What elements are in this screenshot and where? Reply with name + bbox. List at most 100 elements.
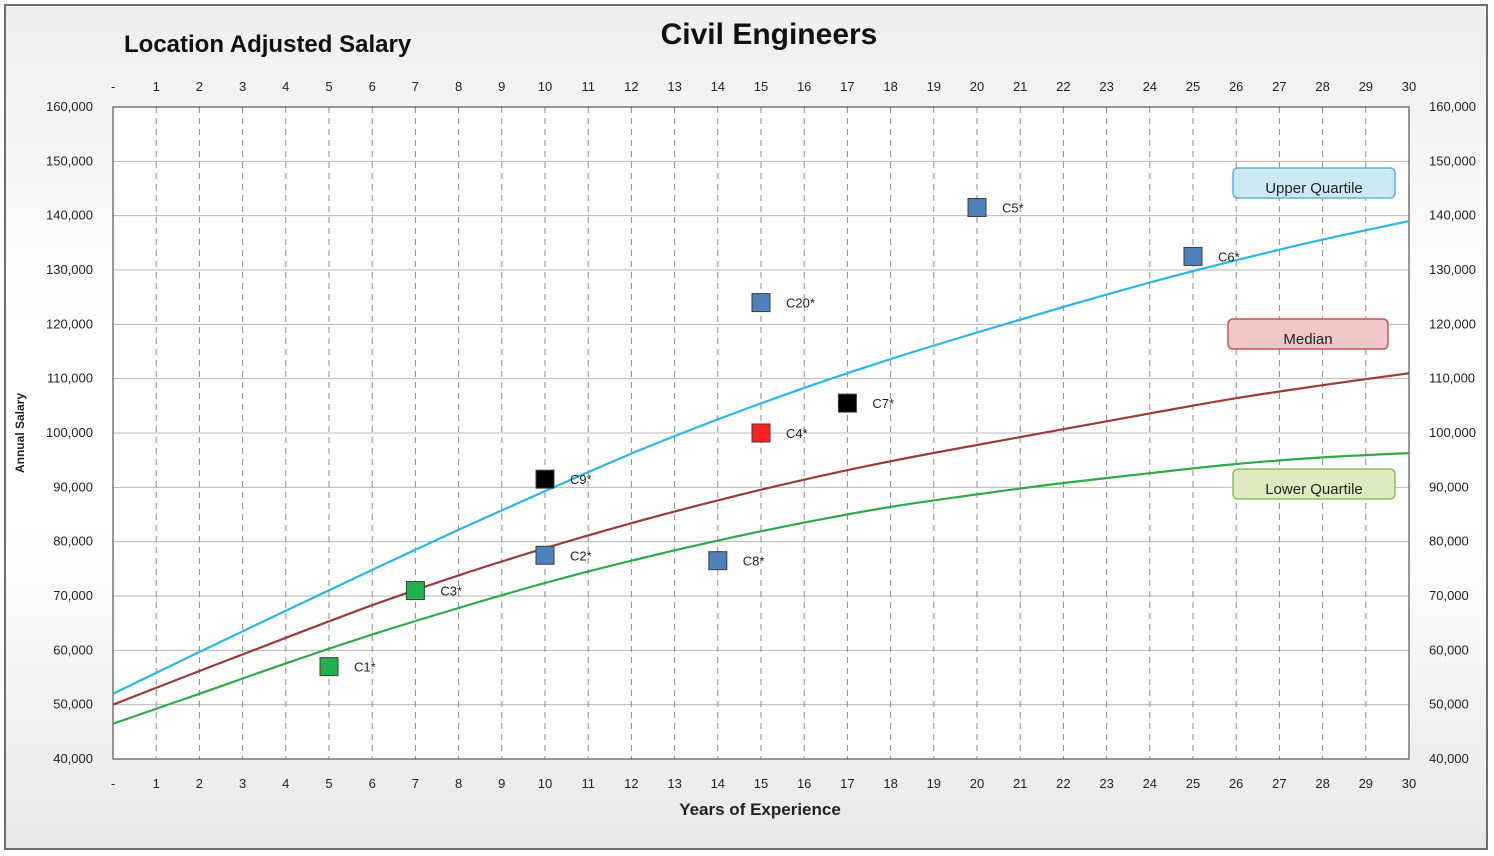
x-tick-label-bottom: 1 [153,776,160,791]
x-tick-label-top: 4 [282,79,289,94]
y-tick-label-right: 60,000 [1429,642,1469,657]
x-tick-label-top: 1 [153,79,160,94]
data-point-c8: C8* [708,551,765,571]
data-point-c7: C7* [837,393,894,413]
x-tick-label-bottom: 6 [369,776,376,791]
x-tick-label-top: 22 [1056,79,1070,94]
x-tick-label-top: 24 [1143,79,1157,94]
x-tick-label-bottom: 7 [412,776,419,791]
y-tick-label-left: 80,000 [53,534,93,549]
x-tick-label-bottom: 12 [624,776,638,791]
x-tick-label-top: 16 [797,79,811,94]
x-tick-label-top: 6 [369,79,376,94]
x-tick-label-top: 9 [498,79,505,94]
x-tick-label-bottom: 5 [325,776,332,791]
x-tick-label-top: 19 [927,79,941,94]
point-marker [967,198,987,218]
y-tick-label-right: 140,000 [1429,208,1476,223]
x-tick-label-top: 15 [754,79,768,94]
x-tick-label-bottom: 10 [538,776,552,791]
x-tick-label-top: 11 [581,79,595,94]
y-tick-label-left: 130,000 [46,262,93,277]
y-tick-label-right: 110,000 [1429,371,1475,386]
series-lines [112,220,1410,725]
point-label: C8* [743,554,765,569]
x-tick-label-bottom: 29 [1359,776,1373,791]
point-label: C7* [872,396,894,411]
chart-title: Civil Engineers [660,18,878,51]
legend-item-lower-quartile: Lower Quartile [1232,468,1396,500]
point-label: C3* [440,584,462,599]
y-tick-label-right: 80,000 [1429,534,1469,549]
point-marker [1183,246,1203,266]
y-tick-label-right: 70,000 [1429,588,1469,603]
x-tick-label-bottom: 3 [239,776,246,791]
x-tick-label-bottom: 4 [282,776,289,791]
series-line-median [112,372,1410,706]
x-tick-label-bottom: 18 [883,776,897,791]
x-tick-label-bottom: 9 [498,776,505,791]
point-marker [535,545,555,565]
x-tick-label-top: 10 [538,79,552,94]
x-tick-label-bottom: 19 [927,776,941,791]
x-tick-label-top: 17 [840,79,854,94]
chart-subtitle: Location Adjusted Salary [124,31,412,58]
legend-item-median: Median [1227,318,1389,350]
y-tick-label-left: 120,000 [46,316,93,331]
x-tick-label-top: 30 [1402,79,1416,94]
x-tick-label-bottom: 20 [970,776,984,791]
y-tick-label-left: 140,000 [46,208,93,223]
x-tick-label-bottom: 16 [797,776,811,791]
plot-border [112,106,1410,760]
x-tick-label-top: 26 [1229,79,1243,94]
x-tick-label-bottom: - [111,776,115,791]
series-line-lower-quartile [112,452,1410,725]
point-label: C6* [1218,249,1240,264]
point-label: C2* [570,548,592,563]
y-tick-label-right: 130,000 [1429,262,1476,277]
x-tick-label-top: 21 [1013,79,1027,94]
y-tick-label-right: 160,000 [1429,99,1476,114]
point-label: C5* [1002,201,1024,216]
y-tick-label-left: 60,000 [53,642,93,657]
data-point-c6: C6* [1183,246,1240,266]
y-tick-label-left: 110,000 [47,371,93,386]
y-tick-label-left: 160,000 [46,99,93,114]
point-label: C9* [570,472,592,487]
y-tick-label-left: 50,000 [53,697,93,712]
point-marker [837,393,857,413]
x-axis-title: Years of Experience [679,800,841,819]
y-tick-label-right: 150,000 [1429,153,1476,168]
x-tick-label-bottom: 22 [1056,776,1070,791]
x-tick-label-bottom: 2 [196,776,203,791]
point-label: C4* [786,426,808,441]
data-point-c1: C1* [319,657,376,677]
x-tick-label-top: 28 [1315,79,1329,94]
x-tick-label-top: 7 [412,79,419,94]
x-tick-label-bottom: 14 [711,776,725,791]
point-label: C1* [354,660,376,675]
legend: Upper Quartile Median Lower Quartile [1227,167,1396,500]
data-points: C1* C3* C2* C9* C8* C4* C20* C7* C5* C6* [319,198,1240,677]
x-tick-label-top: 13 [667,79,681,94]
point-label: C20* [786,296,815,311]
legend-label: Median [1283,331,1332,348]
x-tick-label-top: - [111,79,115,94]
data-point-c4: C4* [751,423,808,443]
y-tick-label-right: 90,000 [1429,479,1469,494]
x-tick-label-bottom: 26 [1229,776,1243,791]
legend-box [1232,167,1396,199]
x-tick-label-bottom: 23 [1099,776,1113,791]
y-tick-label-left: 40,000 [53,751,93,766]
x-tick-label-top: 25 [1186,79,1200,94]
y-tick-label-right: 120,000 [1429,316,1476,331]
point-marker [405,581,425,601]
point-marker [535,469,555,489]
y-tick-label-left: 100,000 [46,425,93,440]
x-tick-label-top: 27 [1272,79,1286,94]
x-tick-label-bottom: 8 [455,776,462,791]
data-point-c20: C20* [751,293,815,313]
x-tick-label-bottom: 25 [1186,776,1200,791]
point-marker [319,657,339,677]
